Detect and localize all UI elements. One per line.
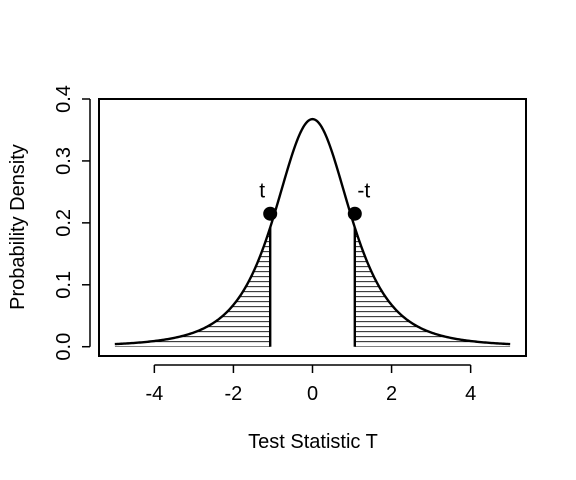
x-tick-label: 0: [307, 383, 318, 405]
annotation-t: t: [259, 180, 265, 203]
density-curve: [114, 117, 511, 346]
y-tick-label: 0.0: [53, 333, 75, 361]
right-tail-hatching: [354, 231, 511, 347]
x-axis-label: Test Statistic T: [248, 431, 378, 453]
left-critical-point: [263, 206, 278, 221]
x-tick-label: -2: [225, 383, 243, 405]
plot-frame: [98, 98, 527, 357]
annotation-neg-t: -t: [357, 180, 370, 203]
x-tick-label: 2: [386, 383, 397, 405]
y-tick-label: 0.3: [53, 147, 75, 175]
y-axis: 0.0 0.1 0.2 0.3 0.4: [53, 85, 91, 361]
x-tick-label: -4: [145, 383, 163, 405]
y-tick-label: 0.2: [53, 209, 75, 237]
left-tail-hatching: [114, 231, 271, 347]
y-tick-label: 0.4: [53, 85, 75, 113]
y-tick-label: 0.1: [53, 271, 75, 299]
x-tick-label: 4: [465, 383, 476, 405]
x-axis: -4 -2 0 2 4: [145, 364, 476, 405]
right-critical-point: [347, 206, 362, 221]
y-axis-label: Probability Density: [7, 144, 29, 310]
